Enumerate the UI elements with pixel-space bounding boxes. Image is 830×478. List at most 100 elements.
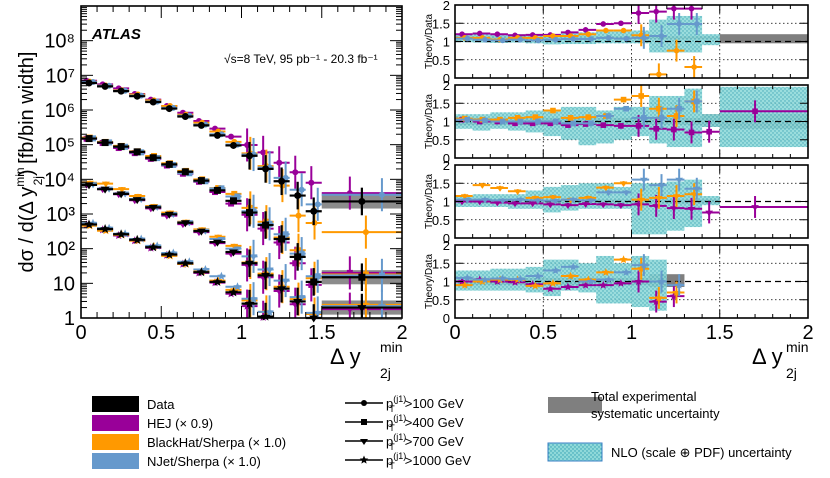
njet-ratio-point	[464, 116, 471, 123]
blackhat-ratio-point	[460, 280, 469, 289]
svg-text:2j: 2j	[786, 365, 797, 381]
data-point	[164, 211, 174, 219]
hej-ratio-point	[599, 202, 608, 209]
hej-point	[308, 179, 315, 186]
data-point	[358, 197, 366, 205]
legend-cut-marker	[361, 419, 367, 425]
legend-sample-label: NJet/Sherpa (× 1.0)	[147, 454, 261, 469]
hej-ratio-point	[752, 108, 758, 115]
nlo-band	[702, 196, 720, 206]
legend-cut-label: p(j1) T >100 GeV	[386, 394, 464, 414]
data-point	[197, 121, 205, 129]
njet-ratio-point	[464, 35, 471, 42]
legend-sample-swatch	[92, 396, 139, 412]
data-point	[245, 260, 255, 268]
njet-point	[298, 250, 305, 257]
legend-sample-swatch	[92, 415, 139, 431]
hej-ratio-point	[751, 205, 759, 211]
njet-ratio-point	[605, 113, 612, 119]
blackhat-ratio-point	[672, 288, 681, 296]
data-point	[213, 186, 221, 194]
legend-syst-label-1: Total experimental	[591, 389, 697, 404]
legend-samples: Data HEJ (× 0.9) BlackHat/Sherpa (× 1.0) NJ…	[92, 396, 286, 469]
hej-point	[292, 169, 299, 176]
nlo-band	[543, 186, 561, 213]
hej-ratio-point	[671, 126, 677, 133]
legend-cut-marker	[361, 400, 367, 406]
data-point	[117, 87, 125, 95]
ratio-y-axis-title: Theory/Data	[424, 174, 435, 229]
nlo-band	[702, 114, 720, 127]
hej-ratio-point	[546, 202, 555, 209]
ratio-y-tick-label: 1.5	[432, 96, 450, 111]
data-point	[357, 305, 367, 313]
njet-ratio-point	[498, 198, 507, 205]
njet-point	[297, 295, 306, 302]
data-point	[85, 79, 93, 87]
data-point	[278, 177, 286, 185]
njet-point	[313, 310, 322, 317]
njet-ratio-point	[551, 198, 560, 205]
legend-cut-label: p(j1) T >400 GeV	[386, 413, 464, 433]
blackhat-ratio-point	[655, 196, 663, 202]
blackhat-point	[231, 190, 238, 197]
ratio-y-tick-label: 0.5	[432, 53, 450, 68]
njet-point	[282, 231, 289, 238]
data-point	[246, 152, 254, 160]
njet-ratio-point	[604, 275, 613, 284]
njet-point	[249, 294, 258, 303]
x-axis-title-main: Δ y min 2j	[330, 339, 403, 381]
ratio-y-tick-label: 1	[443, 35, 450, 50]
blackhat-ratio-point	[620, 27, 627, 34]
ratio-panel-0: 0 0.5 1 1.5 2 Theory/Data	[424, 0, 809, 86]
njet-ratio-point	[482, 36, 488, 43]
njet-point	[249, 254, 258, 261]
series-1	[81, 134, 402, 302]
hej-ratio-point	[529, 120, 536, 127]
njet-ratio-point	[622, 190, 631, 197]
data-point	[294, 192, 302, 200]
blackhat-ratio-point	[460, 194, 469, 200]
hej-ratio-point	[547, 120, 554, 127]
blackhat-ratio-point	[566, 271, 575, 280]
blackhat-ratio-point	[548, 279, 557, 287]
blackhat-ratio-point	[603, 27, 609, 34]
njet-ratio-point	[675, 177, 683, 184]
hej-ratio-point	[635, 123, 642, 129]
njet-ratio-point	[463, 273, 472, 282]
data-point	[100, 224, 110, 233]
njet-point	[378, 272, 385, 279]
njet-point	[217, 271, 226, 280]
hej-ratio-point	[493, 277, 502, 285]
data-point	[229, 197, 237, 205]
blackhat-ratio-point	[656, 105, 662, 112]
data-point	[101, 139, 109, 147]
y-tick-label: 10²	[46, 239, 75, 261]
blackhat-ratio-point	[478, 277, 487, 285]
data-point	[229, 141, 237, 149]
hej-point	[260, 225, 267, 232]
legend-cut-label: p(j1) T >1000 GeV	[386, 451, 471, 471]
data-point	[196, 267, 207, 277]
njet-point	[250, 208, 257, 215]
x-tick-label: 1.5	[308, 322, 336, 344]
blackhat-ratio-point	[619, 181, 628, 188]
hej-ratio-point	[563, 282, 572, 291]
hej-ratio-point	[582, 27, 589, 33]
energy-lumi-label: √s=8 TeV, 95 pb⁻¹ - 20.3 fb⁻¹	[224, 52, 378, 66]
njet-point	[281, 278, 290, 285]
blackhat-ratio-point	[531, 281, 540, 290]
njet-ratio-point	[604, 190, 613, 197]
njet-ratio-point	[657, 183, 666, 189]
hej-ratio-point	[670, 206, 678, 212]
legend-sample-label: Data	[147, 397, 175, 412]
data-point	[84, 219, 94, 229]
njet-point	[218, 185, 225, 192]
ratio-y-tick-label: 1.5	[432, 256, 450, 271]
legend-nlo-label: NLO (scale ⊕ PDF) uncertainty	[611, 445, 792, 460]
njet-point	[186, 170, 193, 177]
njet-ratio-point	[570, 36, 577, 42]
blackhat-ratio-point	[673, 113, 680, 119]
series-3	[81, 218, 402, 321]
